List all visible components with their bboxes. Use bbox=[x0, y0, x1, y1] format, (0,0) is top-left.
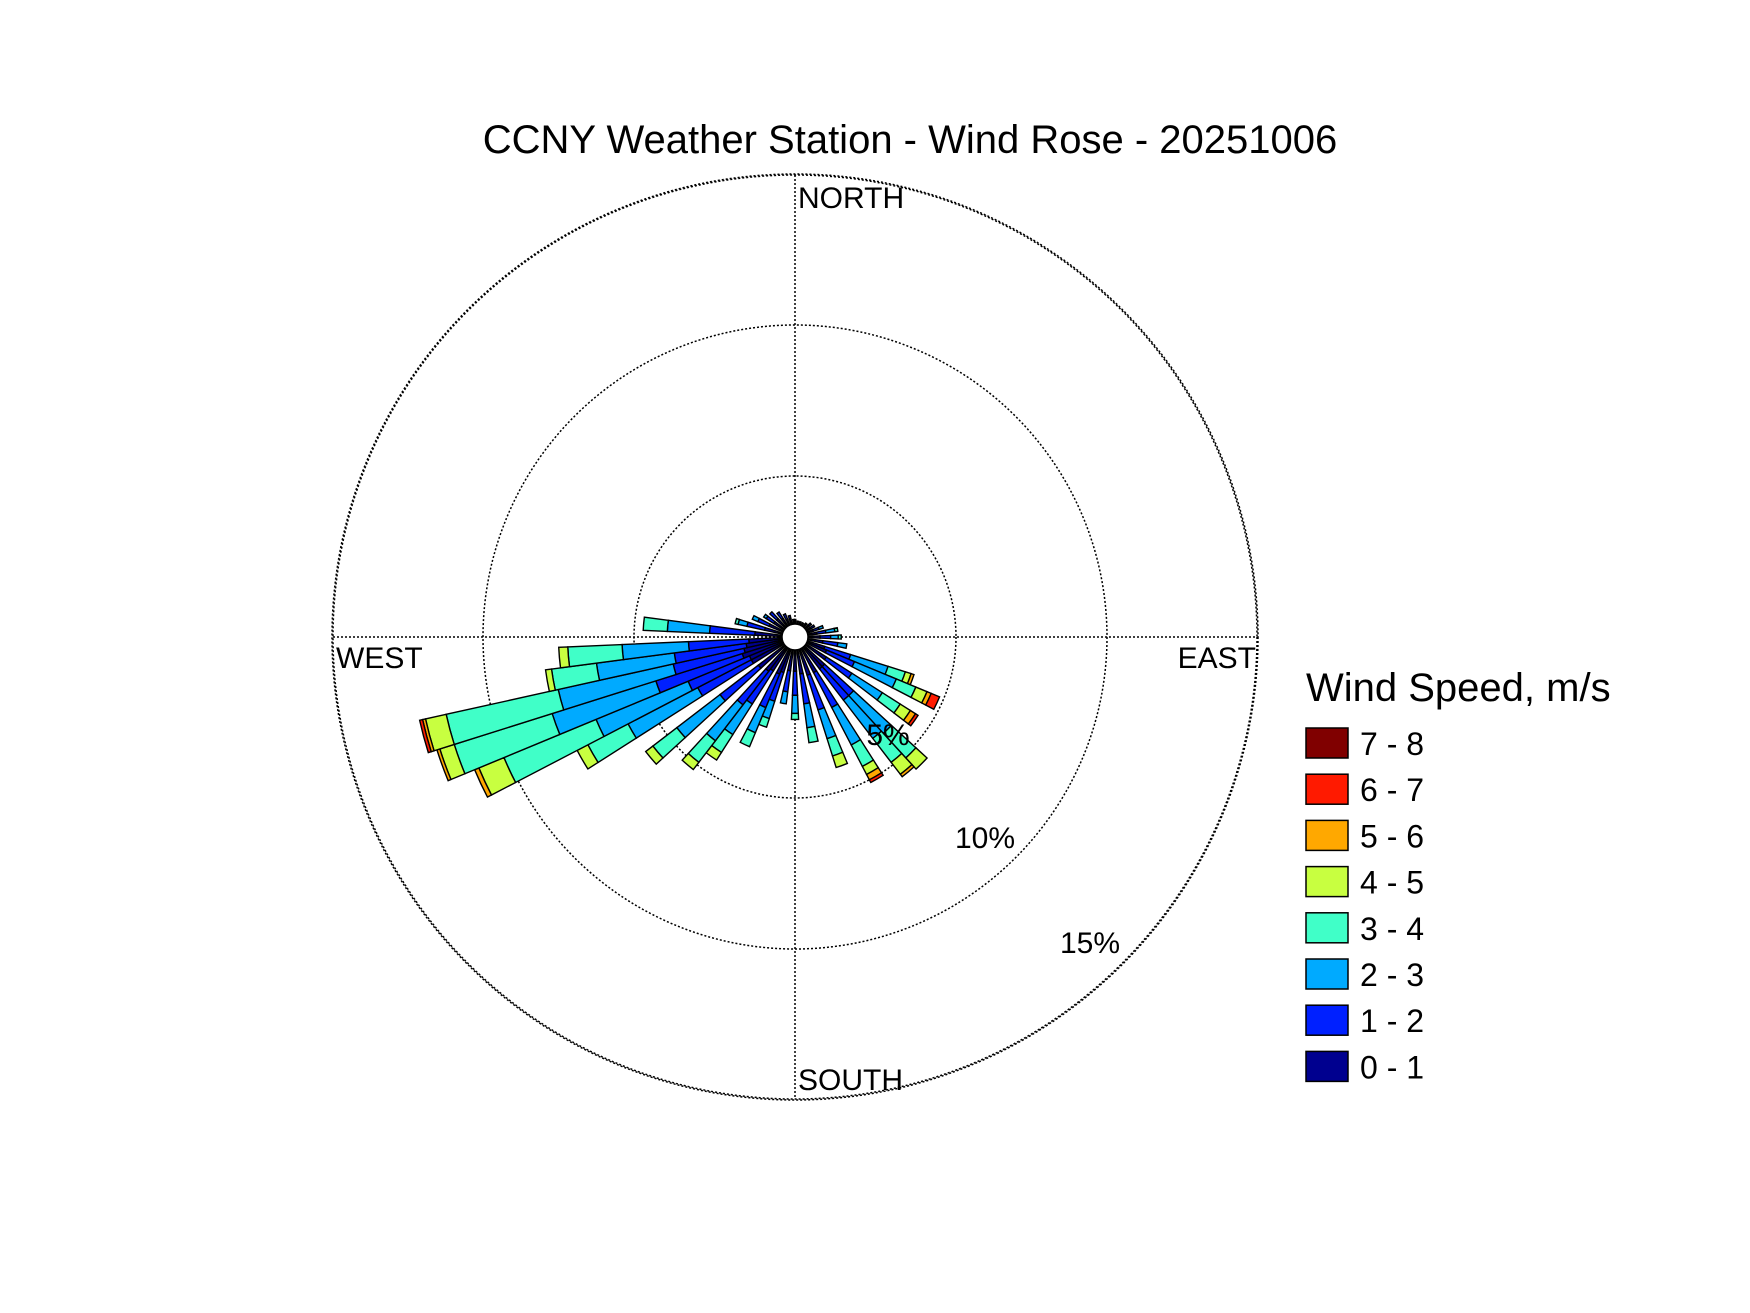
west-label: WEST bbox=[336, 642, 423, 675]
sector-80-bin-2 bbox=[824, 627, 836, 634]
legend-swatch-6-7 bbox=[1305, 773, 1349, 805]
legend-swatch-5-6 bbox=[1305, 819, 1349, 852]
legend-swatch-2-3 bbox=[1305, 958, 1349, 990]
sector-135-bin-4 bbox=[904, 746, 929, 771]
sector-260-bin-4 bbox=[544, 668, 557, 693]
legend-swatch-0-1 bbox=[1305, 1050, 1349, 1083]
sector-170-bin-2 bbox=[803, 701, 816, 729]
sector-325-bin-1 bbox=[775, 611, 785, 621]
north-label: NORTH bbox=[798, 182, 904, 215]
sector-295-bin-2 bbox=[751, 614, 761, 623]
wind-sectors bbox=[418, 610, 941, 799]
legend-label-1-2: 1 - 2 bbox=[1360, 1003, 1424, 1039]
sector-180-bin-1 bbox=[791, 670, 799, 697]
sector-90-bin-3 bbox=[837, 634, 842, 640]
sector-205-bin-3 bbox=[739, 727, 757, 748]
sector-115-bin-6 bbox=[924, 692, 941, 711]
sector-275-bin-2 bbox=[666, 619, 712, 634]
sector-40-bin-0 bbox=[802, 622, 808, 628]
sector-20-bin-0 bbox=[798, 620, 803, 625]
sector-275-bin-3 bbox=[642, 616, 670, 633]
legend-swatch-3-4 bbox=[1305, 912, 1349, 944]
sector-80-bin-3 bbox=[833, 626, 839, 633]
legend-swatch-1-2 bbox=[1305, 1004, 1349, 1036]
ring-label-10: 10% bbox=[955, 822, 1015, 855]
sector-285-bin-3 bbox=[734, 617, 741, 626]
sector-140-bin-5 bbox=[899, 763, 915, 778]
sector-160-bin-4 bbox=[831, 751, 849, 769]
legend-swatch-4-5 bbox=[1305, 865, 1349, 898]
sector-160-bin-2 bbox=[817, 706, 837, 740]
sector-70-bin-2 bbox=[817, 624, 825, 631]
legend-label-7-8: 7 - 8 bbox=[1360, 726, 1424, 762]
sector-90-bin-1 bbox=[819, 634, 832, 640]
sector-180-bin-2 bbox=[790, 694, 800, 715]
sector-190-bin-2 bbox=[779, 690, 789, 705]
sector-10-bin-0 bbox=[796, 620, 800, 625]
sector-100-bin-1 bbox=[821, 639, 839, 648]
legend-title: Wind Speed, m/s bbox=[1306, 666, 1611, 710]
sector-125-bin-6 bbox=[907, 712, 920, 727]
sector-170-bin-3 bbox=[806, 725, 819, 744]
sector-335-bin-1 bbox=[782, 612, 789, 622]
sector-90-bin-2 bbox=[829, 634, 839, 640]
legend-label-4-5: 4 - 5 bbox=[1360, 865, 1424, 901]
sector-265-bin-4 bbox=[558, 646, 571, 669]
sector-30-bin-0 bbox=[800, 621, 805, 627]
sector-255-bin-6 bbox=[418, 718, 433, 754]
legend-label-3-4: 3 - 4 bbox=[1360, 911, 1424, 947]
east-label: EAST bbox=[1178, 642, 1256, 675]
sector-180-bin-0 bbox=[792, 650, 798, 672]
sector-230-bin-4 bbox=[644, 745, 664, 766]
grid-ring-15 bbox=[331, 173, 1259, 1101]
sector-80-bin-1 bbox=[815, 629, 827, 635]
legend: 7 - 8 6 - 7 5 - 6 4 - 5 3 - 4 2 - 3 1 - 2 0 - 1 bbox=[1305, 726, 1424, 1085]
ring-label-5: 5% bbox=[866, 719, 909, 752]
legend-label-0-1: 0 - 1 bbox=[1360, 1049, 1424, 1085]
legend-label-5-6: 5 - 6 bbox=[1360, 818, 1424, 854]
sector-315-bin-1 bbox=[768, 610, 780, 622]
sector-180-bin-3 bbox=[790, 712, 800, 721]
sector-150-bin-6 bbox=[868, 771, 885, 784]
sector-345-bin-1 bbox=[787, 614, 792, 620]
sector-100-bin-2 bbox=[836, 641, 848, 650]
sector-305-bin-2 bbox=[762, 613, 769, 620]
legend-label-6-7: 6 - 7 bbox=[1360, 772, 1424, 808]
sector-60-bin-1 bbox=[808, 624, 816, 630]
sector-50-bin-1 bbox=[806, 622, 813, 628]
legend-swatch-7-8 bbox=[1305, 727, 1349, 759]
chart-title: CCNY Weather Station - Wind Rose - 20251… bbox=[483, 118, 1338, 162]
south-label: SOUTH bbox=[798, 1064, 903, 1097]
legend-label-2-3: 2 - 3 bbox=[1360, 957, 1424, 993]
ring-label-15: 15% bbox=[1060, 927, 1120, 960]
sector-90-bin-0 bbox=[808, 635, 821, 639]
center-hole bbox=[781, 623, 809, 651]
sector-355-bin-0 bbox=[791, 618, 796, 624]
sector-220-bin-4 bbox=[681, 752, 700, 771]
